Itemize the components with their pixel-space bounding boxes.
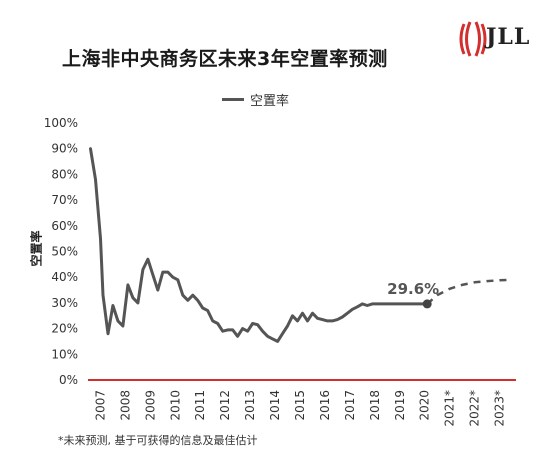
jll-logo — [459, 21, 487, 57]
chart-title: 上海非中央商务区未来3年空置率预测 — [62, 48, 388, 70]
x-tick-label: 2016 — [318, 390, 332, 421]
brand-name: JLL — [486, 24, 531, 50]
x-tick-label: 2021* — [443, 390, 457, 427]
actual-series-line — [89, 147, 429, 343]
x-tick-label: 2009 — [143, 390, 157, 421]
x-tick-label: 2014 — [268, 390, 282, 421]
x-tick-label: 2022* — [468, 390, 482, 427]
x-tick-label: 2012 — [218, 390, 232, 421]
x-tick-label: 2017 — [343, 390, 357, 421]
legend-label: 空置率 — [250, 94, 290, 109]
y-tick-label: 50% — [51, 245, 78, 259]
y-tick-label: 40% — [51, 270, 78, 284]
legend: 空置率 — [222, 90, 289, 109]
y-tick-label: 30% — [51, 296, 78, 310]
forecast-series-line — [426, 278, 513, 305]
jll-logo-mark — [459, 21, 487, 57]
x-tick-label: 2008 — [118, 390, 132, 421]
y-tick-label: 60% — [51, 219, 78, 233]
y-tick-label: 90% — [51, 142, 78, 156]
x-tick-label: 2013 — [243, 390, 257, 421]
annotation-label: 29.6% — [387, 280, 439, 298]
y-tick-label: 20% — [51, 322, 78, 336]
x-tick-label: 2015 — [293, 390, 307, 421]
x-tick-label: 2019 — [393, 390, 407, 421]
x-tick-label: 2011 — [193, 390, 207, 421]
x-tick-label: 2023* — [493, 390, 507, 427]
y-tick-label: 10% — [51, 347, 78, 361]
y-tick-label: 0% — [59, 373, 78, 387]
x-tick-label: 2020 — [418, 390, 432, 421]
legend-swatch — [222, 98, 244, 101]
footnote: *未来预测, 基于可获得的信息及最佳估计 — [58, 434, 258, 447]
x-tick-label: 2007 — [93, 390, 107, 421]
x-tick-label: 2018 — [368, 390, 382, 421]
y-tick-label: 80% — [51, 167, 78, 181]
annotation-point — [422, 299, 432, 309]
y-tick-label: 100% — [44, 116, 78, 130]
y-tick-label: 70% — [51, 193, 78, 207]
x-tick-label: 2010 — [168, 390, 182, 421]
